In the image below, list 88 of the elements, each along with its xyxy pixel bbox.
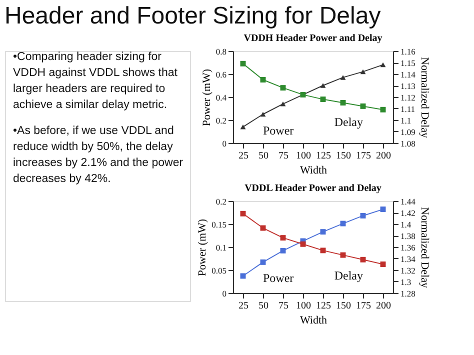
y-tick-label: 0.15 — [212, 220, 226, 230]
y2-tick-label: 1.34 — [400, 254, 416, 264]
x-tick-label: 175 — [356, 150, 371, 162]
y-axis-title: Power (mW) — [196, 218, 209, 276]
y2-tick-label: 1.38 — [400, 231, 416, 241]
y2-tick-label: 1.42 — [400, 208, 416, 218]
x-tick-label: 200 — [376, 300, 391, 312]
point — [280, 85, 286, 91]
series-label: Power — [263, 271, 294, 286]
x-tick-label: 50 — [258, 150, 268, 162]
y-tick-label: 0.1 — [216, 242, 226, 252]
x-tick-label: 125 — [316, 300, 331, 312]
point — [340, 252, 346, 258]
y2-tick-label: 1.11 — [400, 104, 416, 114]
x-tick-label: 150 — [336, 150, 351, 162]
point — [380, 62, 386, 68]
point — [260, 77, 266, 82]
series-label: Power — [263, 123, 294, 138]
y2-tick-label: 1.3 — [400, 277, 412, 287]
x-tick-label: 75 — [278, 300, 288, 312]
y2-tick-label: 1.44 — [400, 196, 416, 206]
point — [240, 273, 246, 279]
point — [340, 75, 346, 80]
x-axis-title: Width — [300, 164, 328, 176]
chart-title: VDDL Header Power and Delay — [244, 183, 382, 194]
y2-tick-label: 1.13 — [400, 81, 416, 91]
x-tick-label: 200 — [376, 150, 391, 162]
point — [360, 69, 366, 74]
y-tick-label: 0.2 — [216, 196, 226, 206]
point — [280, 102, 286, 106]
y-tick-label: 0.4 — [216, 92, 228, 102]
point — [320, 83, 326, 88]
text: Header and Footer Sizing for Delay — [4, 2, 381, 30]
y2-tick-label: 1.4 — [400, 220, 412, 230]
text: •Comparing header sizing for VDDH against VDDL shows that larger headers are required to achieve a similar delay metric. — [13, 51, 178, 111]
y2-tick-label: 1.1 — [400, 116, 412, 126]
point — [360, 212, 366, 218]
y2-tick-label: 1.14 — [400, 70, 416, 80]
x-tick-label: 100 — [296, 150, 311, 162]
y-tick-label: 0.2 — [216, 116, 226, 126]
point — [320, 248, 326, 254]
y-tick-label: 0 — [222, 288, 226, 298]
x-tick-label: 75 — [278, 150, 288, 162]
point — [320, 229, 326, 235]
y2-axis-title: Normalized Delay — [418, 57, 430, 138]
y2-tick-label: 1.15 — [400, 58, 416, 68]
series-label: Delay — [334, 115, 363, 130]
y-tick-label: 0.8 — [216, 46, 226, 56]
y-tick-label: 0.6 — [216, 70, 226, 80]
x-tick-label: 25 — [238, 150, 248, 162]
point — [380, 206, 386, 212]
y2-tick-label: 1.32 — [400, 266, 416, 276]
y2-tick-label: 1.12 — [400, 92, 416, 102]
point — [260, 112, 266, 117]
x-tick-label: 50 — [258, 300, 268, 312]
y2-tick-label: 1.16 — [400, 46, 416, 56]
point — [340, 220, 346, 226]
point — [320, 96, 326, 102]
point — [240, 124, 246, 130]
chart-title: VDDH Header Power and Delay — [244, 33, 382, 44]
x-tick-label: 175 — [356, 300, 371, 312]
point — [360, 256, 366, 262]
point — [360, 103, 366, 109]
y-tick-label: 0.05 — [212, 266, 226, 276]
text: •As before, if we use VDDL and reduce width by 50%, the delay increases by 2.1% and the power decreases by 42%. — [13, 125, 184, 185]
y2-tick-label: 1.36 — [400, 242, 416, 252]
point — [380, 262, 386, 267]
point — [260, 259, 266, 265]
y2-tick-label: 1.28 — [400, 288, 416, 298]
y2-tick-label: 1.08 — [400, 138, 416, 148]
y-tick-label: 0 — [222, 138, 226, 148]
point — [280, 248, 286, 254]
y-axis-title: Power (mW) — [200, 68, 213, 126]
x-tick-label: 100 — [296, 300, 311, 312]
x-tick-label: 150 — [336, 300, 351, 312]
point — [260, 225, 266, 231]
point — [240, 210, 246, 216]
y2-tick-label: 1.09 — [400, 127, 416, 137]
point — [340, 100, 346, 106]
y2-axis-title: Normalized Delay — [418, 207, 430, 288]
point — [380, 106, 386, 112]
point — [280, 235, 286, 241]
x-axis-title: Width — [300, 314, 328, 326]
x-tick-label: 25 — [238, 300, 248, 312]
x-tick-label: 125 — [316, 150, 331, 162]
point — [240, 60, 246, 66]
series-label: Delay — [334, 268, 363, 283]
point — [300, 241, 306, 247]
